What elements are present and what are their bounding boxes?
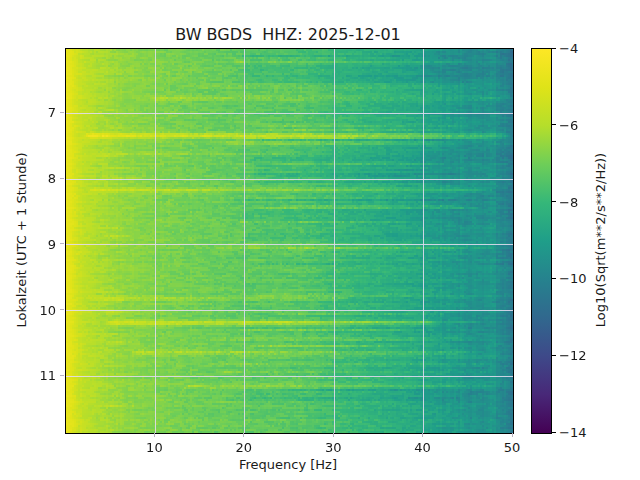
x-tick-label: 30 (325, 440, 342, 455)
colorbar-label: Log10(Sqrt(m**2/s**2/Hz)) (593, 153, 608, 327)
colorbar-tick-mark (552, 124, 556, 125)
colorbar-tick-label: −10 (559, 271, 586, 286)
gridline-horizontal (66, 244, 513, 245)
gridline-horizontal (66, 310, 513, 311)
spectrogram-plot (65, 48, 514, 434)
colorbar-tick-mark (552, 432, 556, 433)
y-tick-label: 7 (0, 105, 56, 120)
spectrogram-figure: BW BGDS HHZ: 2025-12-01 Frequency [Hz] L… (0, 0, 640, 480)
colorbar-tick-mark (552, 355, 556, 356)
y-tick-label: 10 (0, 302, 56, 317)
y-tick-mark (60, 375, 64, 376)
x-tick-mark (154, 433, 155, 437)
colorbar (531, 48, 552, 434)
x-tick-label: 50 (504, 440, 521, 455)
y-tick-mark (60, 243, 64, 244)
x-axis-label: Frequency [Hz] (239, 457, 337, 472)
x-tick-label: 10 (146, 440, 163, 455)
colorbar-tick-label: −4 (559, 41, 578, 56)
colorbar-tick-label: −6 (559, 117, 578, 132)
colorbar-tick-label: −12 (559, 348, 586, 363)
y-tick-label: 8 (0, 171, 56, 186)
x-tick-mark (512, 433, 513, 437)
colorbar-tick-mark (552, 48, 556, 49)
y-tick-mark (60, 112, 64, 113)
gridline-horizontal (66, 376, 513, 377)
colorbar-tick-label: −14 (559, 425, 586, 440)
y-tick-mark (60, 309, 64, 310)
x-tick-mark (333, 433, 334, 437)
colorbar-tick-mark (552, 278, 556, 279)
x-tick-mark (422, 433, 423, 437)
y-tick-label: 9 (0, 236, 56, 251)
x-tick-label: 40 (414, 440, 431, 455)
gridline-horizontal (66, 113, 513, 114)
chart-title: BW BGDS HHZ: 2025-12-01 (175, 25, 401, 44)
colorbar-tick-label: −8 (559, 194, 578, 209)
gridline-horizontal (66, 179, 513, 180)
y-tick-mark (60, 178, 64, 179)
y-tick-label: 11 (0, 368, 56, 383)
colorbar-tick-mark (552, 201, 556, 202)
x-tick-label: 20 (236, 440, 253, 455)
x-tick-mark (243, 433, 244, 437)
